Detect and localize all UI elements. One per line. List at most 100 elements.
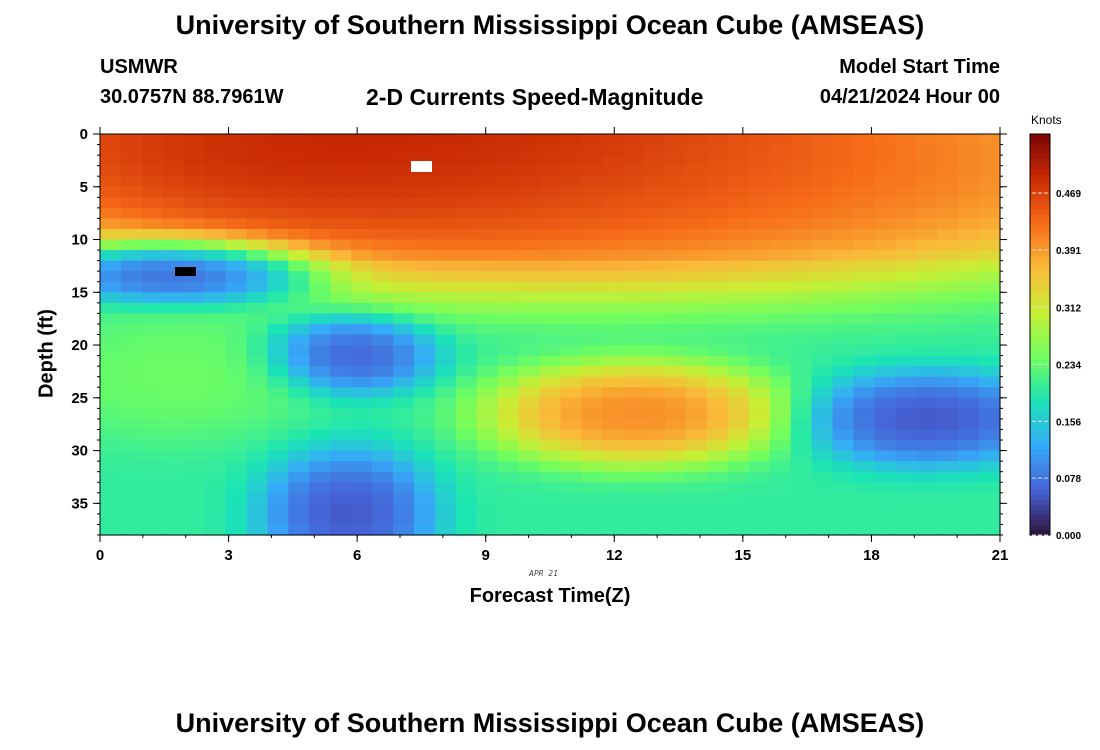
heatmap-cell: [686, 281, 708, 293]
heatmap-cell: [288, 461, 310, 473]
heatmap-cell: [895, 450, 917, 462]
heatmap-cell: [748, 271, 771, 283]
heatmap-cell: [246, 461, 269, 473]
heatmap-cell: [874, 408, 896, 420]
heatmap-cell: [727, 461, 750, 473]
heatmap-cell: [623, 186, 645, 198]
heatmap-cell: [120, 218, 143, 230]
heatmap-cell: [539, 250, 562, 262]
y-axis-label: Depth (ft): [35, 309, 58, 398]
heatmap-cell: [539, 218, 562, 230]
heatmap-cell: [497, 165, 520, 177]
heatmap-cell: [560, 524, 582, 536]
heatmap-cell: [413, 197, 436, 209]
colorbar-swatch: [1030, 519, 1050, 526]
heatmap-cell: [100, 134, 122, 146]
heatmap-cell: [455, 197, 478, 209]
colorbar-swatch: [1030, 284, 1050, 290]
heatmap-cell: [497, 218, 520, 230]
colorbar-swatch: [1030, 349, 1050, 356]
heatmap-cell: [162, 429, 185, 441]
heatmap-cell: [790, 408, 813, 420]
heatmap-cell: [476, 134, 499, 146]
heatmap-cell: [706, 418, 729, 431]
heatmap-cell: [727, 323, 750, 336]
heatmap-cell: [183, 302, 206, 314]
heatmap-cell: [706, 281, 729, 293]
heatmap-cell: [832, 408, 855, 420]
heatmap-cell: [267, 292, 289, 304]
heatmap-cell: [853, 429, 876, 441]
heatmap-cell: [162, 376, 185, 388]
heatmap-cell: [288, 513, 310, 526]
heatmap-cell: [309, 461, 331, 473]
heatmap-cell: [351, 503, 373, 515]
heatmap-cell: [895, 271, 917, 283]
heatmap-cell: [162, 207, 185, 220]
heatmap-cell: [330, 482, 352, 494]
heatmap-cell: [162, 323, 185, 336]
heatmap-cell: [100, 482, 122, 494]
heatmap-cell: [937, 503, 959, 515]
heatmap-cell: [120, 281, 143, 293]
heatmap-cell: [937, 292, 959, 304]
heatmap-cell: [288, 176, 310, 188]
heatmap-cell: [769, 134, 792, 146]
heatmap-cell: [916, 250, 938, 262]
heatmap-cell: [623, 207, 645, 220]
heatmap-cell: [476, 218, 499, 230]
y-tick-label: 30: [71, 443, 88, 460]
heatmap-cell: [162, 144, 185, 156]
heatmap-cell: [204, 250, 227, 262]
heatmap-cell: [162, 345, 185, 357]
heatmap-cell: [267, 492, 289, 504]
heatmap-cell: [748, 334, 771, 346]
heatmap-cell: [644, 355, 666, 367]
heatmap-cell: [100, 334, 122, 346]
heatmap-cell: [288, 334, 310, 346]
heatmap-cell: [434, 492, 457, 504]
colorbar-swatch: [1030, 379, 1050, 386]
heatmap-cell: [330, 155, 352, 167]
heatmap-cell: [455, 134, 478, 146]
heatmap-cell: [100, 461, 122, 473]
heatmap-cell: [393, 176, 415, 188]
heatmap-cell: [225, 271, 248, 283]
heatmap-cell: [958, 218, 980, 230]
heatmap-cell: [225, 524, 248, 536]
heatmap-cell: [309, 144, 331, 156]
heatmap-cell: [100, 281, 122, 293]
colorbar-swatch: [1030, 249, 1050, 255]
heatmap-cell: [895, 429, 917, 441]
heatmap-cell: [518, 355, 541, 367]
heatmap-cell: [916, 418, 938, 431]
heatmap-cell: [539, 165, 562, 177]
heatmap-cell: [832, 165, 855, 177]
heatmap-cell: [853, 503, 876, 515]
heatmap-cell: [183, 524, 206, 536]
heatmap-cell: [183, 176, 206, 188]
heatmap-cell: [937, 186, 959, 198]
heatmap-cell: [183, 165, 206, 177]
heatmap-cell: [539, 155, 562, 167]
heatmap-cell: [309, 250, 331, 262]
heatmap-cell: [853, 450, 876, 462]
heatmap-cell: [811, 387, 834, 399]
heatmap-cell: [413, 271, 436, 283]
heatmap-cell: [958, 355, 980, 367]
heatmap-cell: [434, 524, 457, 536]
heatmap-cell: [769, 239, 792, 251]
heatmap-cell: [434, 239, 457, 251]
heatmap-cell: [644, 302, 666, 314]
colorbar-swatch: [1030, 389, 1050, 396]
heatmap-cell: [351, 355, 373, 367]
heatmap-cell: [602, 292, 624, 304]
heatmap-cell: [644, 450, 666, 462]
heatmap-cell: [267, 302, 289, 314]
heatmap-cell: [958, 397, 980, 409]
heatmap-cell: [916, 239, 938, 251]
heatmap-cell: [476, 429, 499, 441]
heatmap-cell: [790, 197, 813, 209]
colorbar-swatch: [1030, 409, 1050, 416]
heatmap-cell: [916, 482, 938, 494]
